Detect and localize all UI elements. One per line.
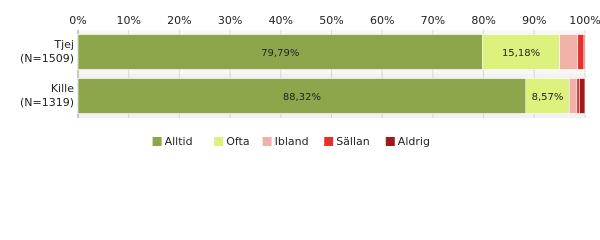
x-tick-label: 30% [218,14,242,27]
chart: 0% 10% 20% 30% 40% 50% 60% 70% 80% 90% 100% 79,79% 1… [19,14,600,148]
x-tick-label: 80% [471,14,495,27]
x-tick-label: 0% [69,14,86,27]
x-tick-label: 90% [522,14,546,27]
legend-label: Alltid [165,135,193,148]
bar-segment [568,78,578,114]
bar-segment [576,78,580,114]
bar-segment [525,78,570,114]
bar-segment [482,34,560,70]
value-label: 8,57% [532,92,564,103]
bar-segment [559,34,579,70]
legend-swatch [262,137,272,146]
legend-label: Ibland [275,135,309,148]
x-tick-label: 70% [421,14,445,27]
y-tick-label: Kille (N=1319) [19,82,74,109]
legend-swatch [385,137,395,146]
x-tick-label: 40% [269,14,293,27]
bar-segment [583,34,586,70]
bar-segment [77,34,483,70]
chart-svg: 0% 10% 20% 30% 40% 50% 60% 70% 80% 90% 100% 79,79% 1… [69,14,600,148]
value-label: 15,18% [502,48,540,59]
x-tick-label: 20% [167,14,191,27]
x-tick-label: 10% [116,14,140,27]
bar-segment [579,78,586,114]
legend-label: Ofta [226,135,249,148]
legend-swatch [152,137,162,146]
value-label: 79,79% [261,48,299,59]
legend-label: Aldrig [398,135,430,148]
value-label: 88,32% [283,92,321,103]
bar-segment [577,34,585,70]
legend-label: Sällan [336,135,370,148]
y-tick-label: Tjej (N=1509) [19,38,74,65]
x-tick-label: 50% [319,14,343,27]
legend-swatch [214,137,224,146]
legend-swatch [324,137,334,146]
x-tick-label: 60% [370,14,394,27]
x-tick-label: 100% [569,14,600,27]
bar-segment [77,78,527,114]
